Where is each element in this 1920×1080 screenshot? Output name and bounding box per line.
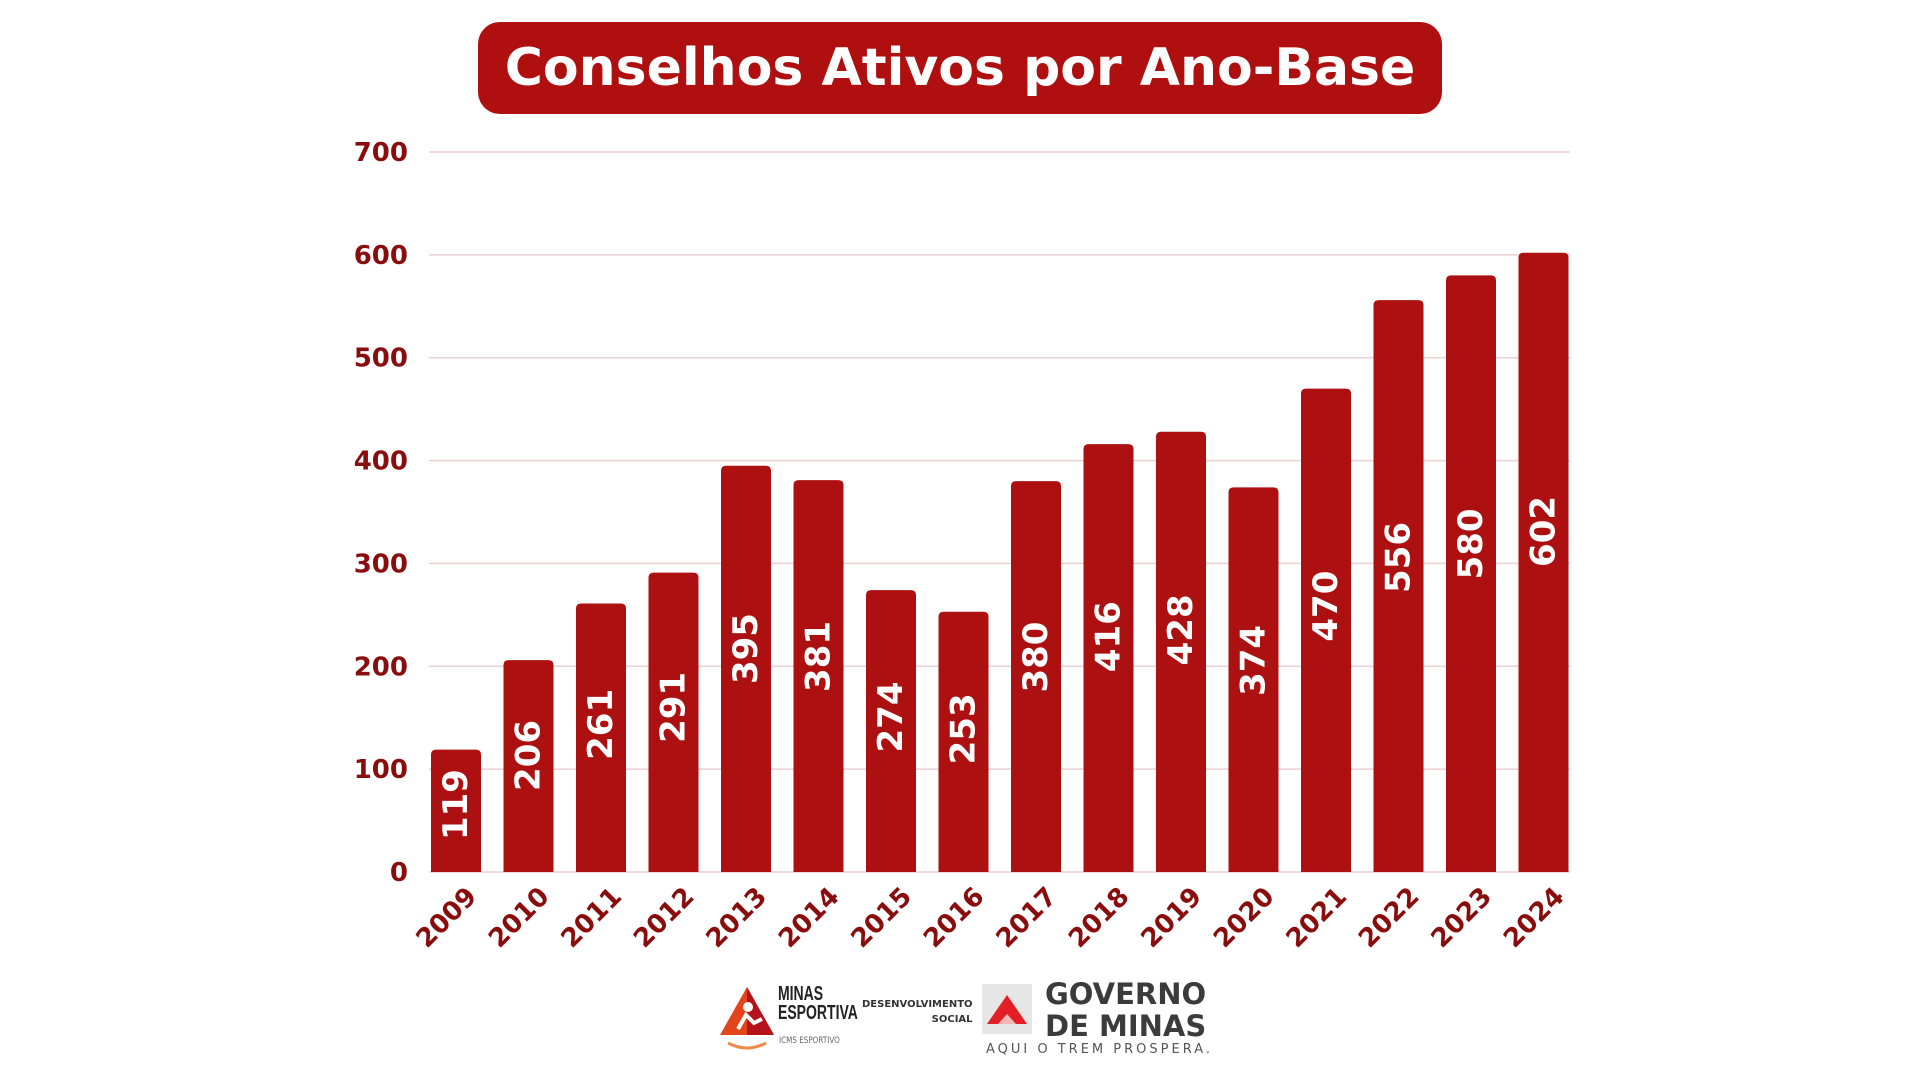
bar-2015 [866, 590, 916, 872]
bar-2017 [1011, 481, 1061, 872]
data-label: 374 [1234, 625, 1274, 696]
data-label: 261 [581, 689, 621, 760]
bar-2022 [1373, 300, 1424, 873]
x-tick-label: 2015 [846, 882, 918, 954]
governo-minas-logo-icon [982, 984, 1032, 1034]
x-tick-label: 2022 [1353, 882, 1425, 954]
data-label: 381 [799, 621, 839, 692]
x-tick-label: 2018 [1063, 882, 1135, 954]
data-label: 119 [436, 769, 476, 840]
minas-esportiva-logo-icon [720, 987, 774, 1050]
bar-2021 [1301, 388, 1351, 872]
bar-2024 [1518, 252, 1569, 873]
chart-title: Conselhos Ativos por Ano-Base [504, 38, 1416, 98]
data-label: 206 [509, 720, 549, 791]
esportiva-label: ESPORTIVA [778, 1002, 858, 1024]
data-label: 416 [1089, 601, 1129, 672]
social-label: SOCIAL [931, 1014, 973, 1025]
data-label: 274 [871, 682, 911, 753]
bar-2012 [648, 572, 699, 872]
x-tick-label: 2013 [701, 882, 773, 954]
y-tick-label: 0 [390, 858, 408, 888]
data-label: 380 [1016, 622, 1056, 693]
x-tick-label: 2021 [1281, 882, 1353, 954]
bar-2016 [938, 611, 989, 872]
x-tick-label: 2014 [773, 882, 845, 954]
y-tick-label: 500 [354, 344, 408, 374]
y-tick-label: 200 [354, 652, 408, 682]
y-tick-label: 100 [354, 755, 408, 785]
chart-title-box: Conselhos Ativos por Ano-Base [478, 22, 1442, 114]
bar-2009 [431, 749, 481, 872]
bar-2014 [793, 480, 844, 872]
x-tick-label: 2010 [483, 882, 555, 954]
bar-2019 [1156, 431, 1206, 872]
slogan: AQUI O TREM PROSPERA. [986, 1042, 1213, 1057]
data-label: 580 [1451, 508, 1491, 579]
icms-label: ICMS ESPORTIVO [779, 1036, 840, 1046]
data-label: 291 [654, 672, 694, 743]
bar-2010 [503, 660, 554, 872]
x-tick-label: 2012 [628, 882, 700, 954]
data-label: 428 [1161, 594, 1201, 665]
bar-2023 [1446, 275, 1496, 872]
bar-2011 [576, 603, 626, 872]
minas-label: MINAS [778, 983, 824, 1005]
desenvolvimento-label: DESENVOLVIMENTO [862, 999, 973, 1010]
x-tick-label: 2020 [1208, 882, 1280, 954]
governo-label: GOVERNO [1045, 977, 1207, 1011]
bar-chart: 0 100 200 300 400 500 600 700 119 2009 206 2010 261 2… [354, 138, 1571, 954]
x-tick-label: 2016 [918, 882, 990, 954]
bar-2013 [721, 465, 771, 872]
de-minas-label: DE MINAS [1045, 1009, 1207, 1043]
x-tick-label: 2017 [991, 882, 1063, 954]
data-label: 470 [1306, 571, 1346, 642]
x-tick-label: 2011 [556, 882, 628, 954]
data-label: 602 [1524, 496, 1564, 567]
y-tick-label: 300 [354, 549, 408, 579]
data-label: 253 [944, 693, 984, 764]
x-tick-label: 2009 [411, 882, 483, 954]
y-tick-label: 600 [354, 241, 408, 271]
bar-2018 [1083, 444, 1134, 872]
data-label: 556 [1379, 522, 1419, 593]
bar-2020 [1228, 487, 1279, 872]
x-tick-label: 2019 [1136, 882, 1208, 954]
data-label: 395 [726, 613, 766, 684]
x-tick-label: 2023 [1426, 882, 1498, 954]
x-tick-label: 2024 [1498, 882, 1570, 954]
y-tick-label: 700 [354, 138, 408, 168]
y-tick-label: 400 [354, 447, 408, 477]
